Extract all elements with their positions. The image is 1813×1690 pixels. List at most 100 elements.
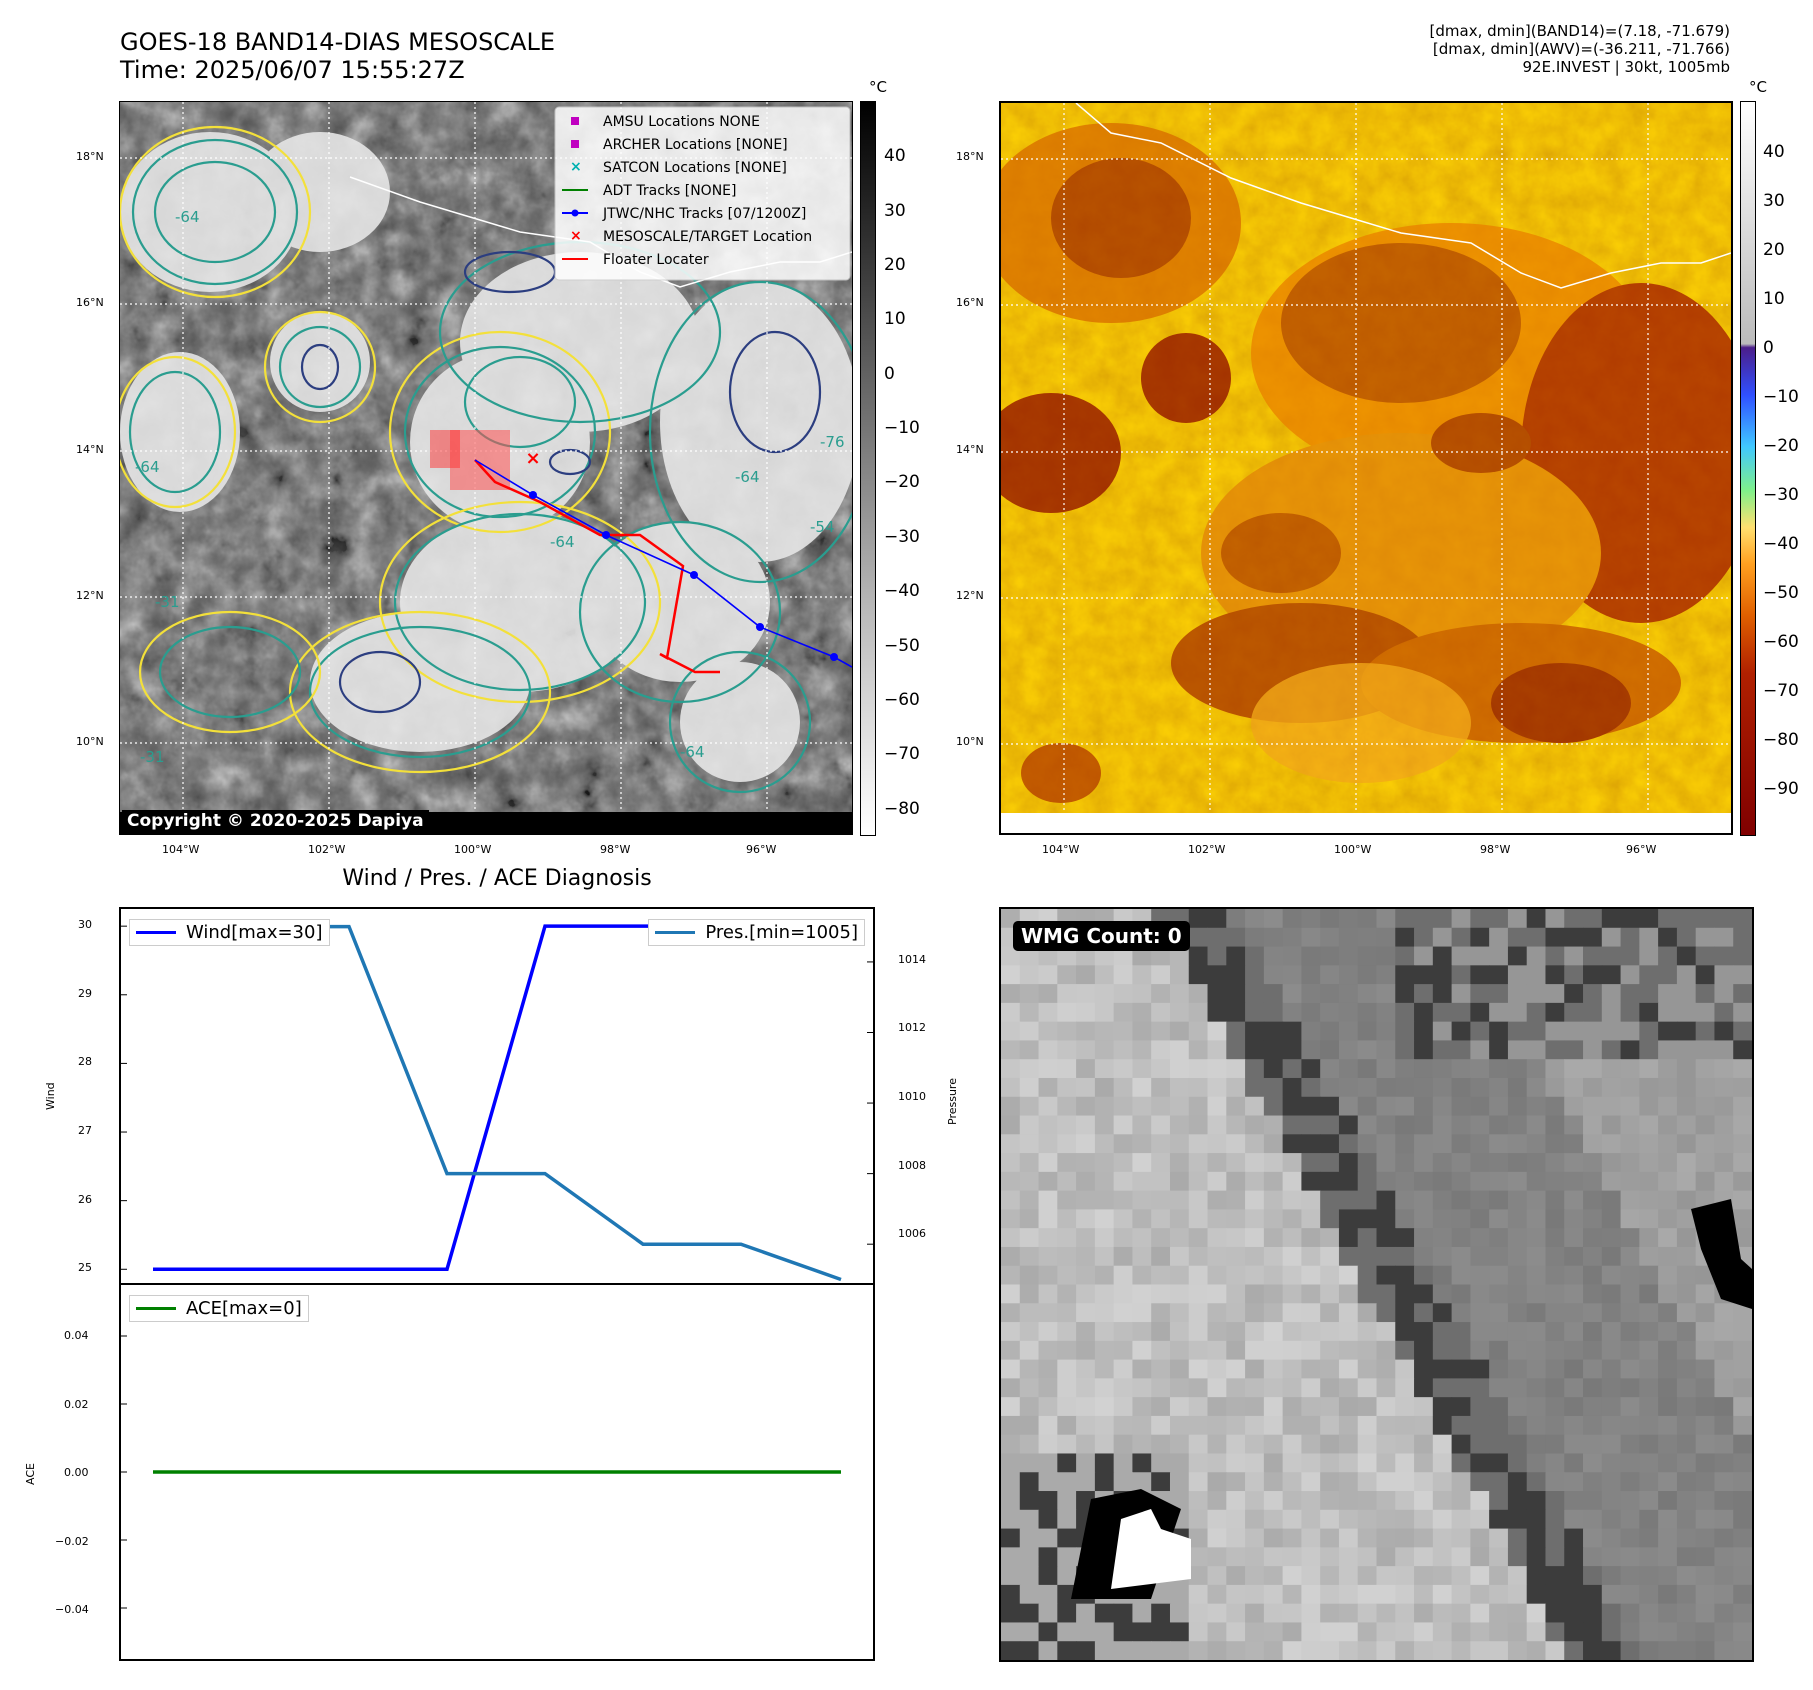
wind-pressure-plot [121, 924, 873, 1282]
lat-label: 18°N [76, 150, 104, 163]
wind-tick: 30 [78, 918, 92, 931]
legend-archer: ARCHER Locations [NONE] [603, 137, 788, 153]
pres-tick: 1008 [898, 1159, 926, 1172]
wmg-white-blob [1111, 1509, 1191, 1589]
band14-map-svg: -64 -64 -64 -64 -76 -54 -31 -31 -64 × × [120, 102, 852, 834]
cb-tick: −50 [1763, 583, 1799, 603]
legend-satcon: SATCON Locations [NONE] [603, 160, 787, 176]
cb-tick: −70 [884, 744, 920, 764]
pres-tick: 1006 [898, 1227, 926, 1240]
ace-legend-label: ACE[max=0] [186, 1298, 302, 1319]
svg-text:×: × [570, 228, 582, 244]
pres-tick: 1010 [898, 1090, 926, 1103]
svg-text:×: × [570, 159, 582, 175]
contour-label: -76 [820, 433, 845, 451]
contour-label: -64 [680, 743, 705, 761]
colorbar-unit: °C [869, 78, 887, 96]
wind-series-line [153, 924, 841, 1272]
cb-tick: 0 [1763, 338, 1774, 358]
cb-tick: −80 [884, 799, 920, 819]
cb-tick: −40 [1763, 534, 1799, 554]
lat-label: 10°N [76, 735, 104, 748]
wmg-pixels [1001, 909, 1752, 1660]
lon-label: 100°W [1334, 843, 1372, 856]
ace-legend: ACE[max=0] [129, 1295, 309, 1322]
cb-tick: 20 [884, 255, 906, 275]
ace-ylabel: ACE [24, 1463, 37, 1485]
lat-label: 16°N [956, 296, 984, 309]
ace-panel: ACE[max=0] [119, 1283, 875, 1661]
pressure-series-line [153, 924, 842, 1282]
cb-tick: 0 [884, 364, 895, 384]
legend-mesoscale: MESOSCALE/TARGET Location [603, 229, 812, 245]
legend-adt: ADT Tracks [NONE] [603, 183, 736, 199]
awv-gridlines [1001, 103, 1731, 833]
lon-label: 98°W [600, 843, 631, 856]
legend-floater: Floater Locater [603, 252, 709, 268]
wind-tick: 28 [78, 1055, 92, 1068]
wind-pressure-panel: Wind[max=30] Pres.[min=1005] [119, 907, 875, 1285]
cb-tick: 10 [1763, 289, 1785, 309]
cb-tick: −80 [1763, 730, 1799, 750]
lat-label: 10°N [956, 735, 984, 748]
contour-label: -64 [135, 458, 160, 476]
wmg-count-label: WMG Count: 0 [1013, 921, 1190, 951]
lon-label: 102°W [308, 843, 346, 856]
lon-label: 100°W [454, 843, 492, 856]
pressure-ylabel: Pressure [946, 1078, 959, 1125]
ace-tick: −0.04 [55, 1603, 89, 1616]
cb-tick: 20 [1763, 240, 1785, 260]
lat-label: 16°N [76, 296, 104, 309]
chart-title: GOES-18 BAND14-DIAS MESOSCALE [120, 28, 556, 56]
contour-label: -64 [175, 208, 200, 226]
lon-label: 96°W [746, 843, 777, 856]
lon-label: 104°W [162, 843, 200, 856]
contour-label: -64 [735, 468, 760, 486]
copyright-label: Copyright © 2020-2025 Dapiya [122, 810, 429, 832]
cb-tick: −30 [884, 527, 920, 547]
wmg-panel: WMG Count: 0 [999, 907, 1754, 1662]
cb-tick: −60 [1763, 632, 1799, 652]
cb-tick: −60 [884, 690, 920, 710]
contour-label: -31 [155, 593, 180, 611]
jtwc-points [529, 491, 838, 661]
cb-tick: −20 [1763, 436, 1799, 456]
contours [120, 125, 852, 794]
pres-legend-swatch [655, 931, 696, 934]
lat-label: 18°N [956, 150, 984, 163]
cb-tick: 40 [1763, 142, 1785, 162]
cb-tick: −40 [884, 581, 920, 601]
wind-tick: 25 [78, 1261, 92, 1274]
diagnosis-title: Wind / Pres. / ACE Diagnosis [342, 866, 652, 891]
cb-tick: 10 [884, 309, 906, 329]
contour-label-group: -64 -64 -64 -64 -76 -54 -31 -31 -64 [135, 208, 845, 766]
band14-map: -64 -64 -64 -64 -76 -54 -31 -31 -64 × × [119, 101, 853, 835]
floater-locater [474, 459, 720, 674]
cb-tick: −30 [1763, 485, 1799, 505]
info-storm: 92E.INVEST | 30kt, 1005mb [1522, 58, 1731, 76]
lon-label: 98°W [1480, 843, 1511, 856]
colorbar-unit: °C [1749, 78, 1767, 96]
cb-tick: −10 [1763, 387, 1799, 407]
info-band14: [dmax, dmin](BAND14)=(7.18, -71.679) [1429, 22, 1730, 40]
cb-tick: −10 [884, 418, 920, 438]
awv-map-svg [1001, 103, 1731, 833]
contour-label: -64 [550, 533, 575, 551]
target-x-marker: × [525, 448, 540, 469]
ace-plot [121, 1335, 841, 1609]
info-block: [dmax, dmin](BAND14)=(7.18, -71.679) [dm… [1130, 22, 1730, 76]
chart-time: Time: 2025/06/07 15:55:27Z [120, 56, 465, 84]
contour-label: -31 [140, 748, 165, 766]
info-awv: [dmax, dmin](AWV)=(-36.211, -71.766) [1432, 40, 1730, 58]
pres-legend-label: Pres.[min=1005] [705, 922, 858, 943]
awv-colorbar [1740, 101, 1756, 836]
wmg-image [1001, 909, 1752, 1660]
wmg-dark-blob-2 [1691, 1199, 1752, 1309]
lat-label: 14°N [76, 443, 104, 456]
awv-map [999, 101, 1733, 835]
band14-colorbar [860, 101, 876, 836]
ace-legend-swatch [136, 1307, 176, 1310]
cb-tick: −90 [1763, 779, 1799, 799]
legend-jtwc: JTWC/NHC Tracks [07/1200Z] [602, 206, 806, 222]
wind-ylabel: Wind [44, 1082, 57, 1110]
